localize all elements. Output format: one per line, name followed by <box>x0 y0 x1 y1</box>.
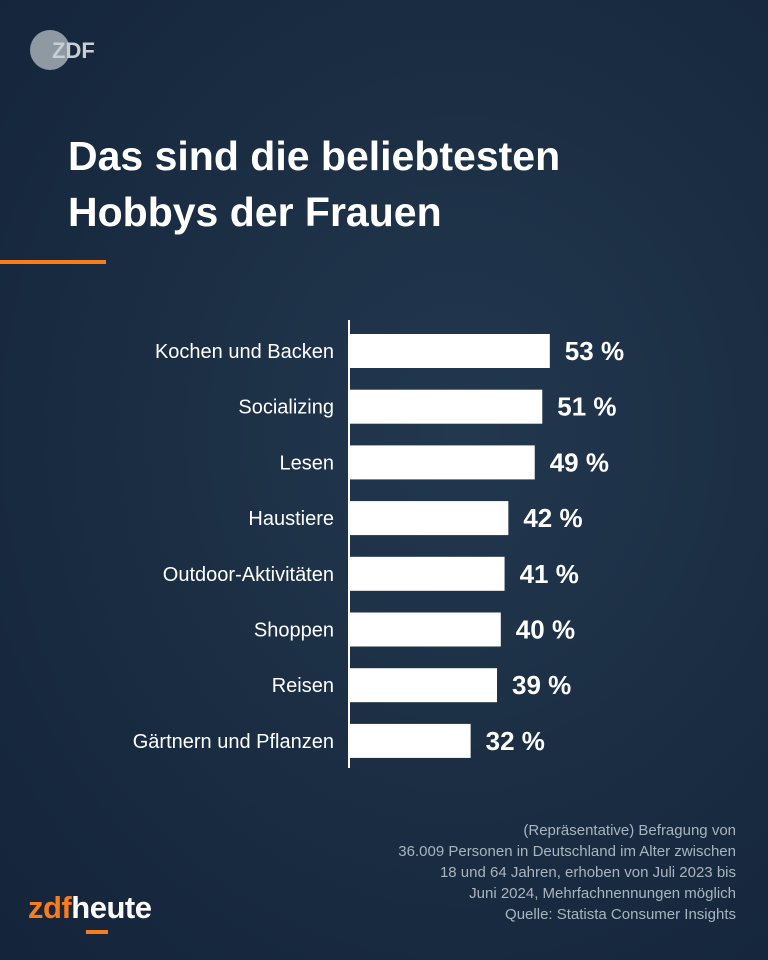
category-label: Outdoor-Aktivitäten <box>163 564 334 586</box>
source-footnote: (Repräsentative) Befragung von 36.009 Pe… <box>276 820 736 925</box>
value-label: 53 % <box>565 336 624 366</box>
bar <box>350 668 498 703</box>
category-label: Reisen <box>272 675 334 697</box>
brand-underline <box>86 930 108 934</box>
footnote-line: Juni 2024, Mehrfachnennungen möglich <box>469 885 736 902</box>
bar <box>350 445 535 480</box>
footnote-line: 18 und 64 Jahren, erhoben von Juli 2023 … <box>439 864 736 881</box>
bar <box>350 556 505 591</box>
category-label: Lesen <box>280 452 335 474</box>
category-label: Gärtnern und Pflanzen <box>133 731 334 753</box>
footnote-line: 36.009 Personen in Deutschland im Alter … <box>398 843 736 860</box>
category-label: Haustiere <box>248 508 334 530</box>
title-line-2: Hobbys der Frauen <box>68 189 442 235</box>
category-label: Shoppen <box>254 620 334 642</box>
zdfheute-logo: zdfheute <box>28 890 152 934</box>
value-label: 42 % <box>523 503 582 533</box>
value-label: 40 % <box>516 615 575 645</box>
value-label: 41 % <box>520 559 579 589</box>
category-label: Kochen und Backen <box>155 341 334 363</box>
value-label: 39 % <box>512 670 571 700</box>
value-label: 32 % <box>486 726 545 756</box>
value-label: 51 % <box>557 392 616 422</box>
category-label: Socializing <box>238 397 334 419</box>
bar <box>350 389 543 424</box>
bar <box>350 612 501 647</box>
footnote-line: Quelle: Statista Consumer Insights <box>505 906 736 923</box>
zdf-logo-text: ZDF <box>52 38 95 63</box>
title-accent-line <box>0 260 106 264</box>
footnote-line: (Repräsentative) Befragung von <box>523 822 736 839</box>
page-title: Das sind die beliebtesten Hobbys der Fra… <box>68 128 708 240</box>
bar <box>350 501 509 536</box>
bar <box>350 334 550 368</box>
value-label: 49 % <box>550 447 609 477</box>
zdf-logo-icon: ZDF <box>30 30 95 70</box>
bar <box>350 723 471 758</box>
brand-heute: heute <box>71 890 152 925</box>
title-line-1: Das sind die beliebtesten <box>68 133 561 179</box>
brand-zdf: zdf <box>28 890 72 925</box>
